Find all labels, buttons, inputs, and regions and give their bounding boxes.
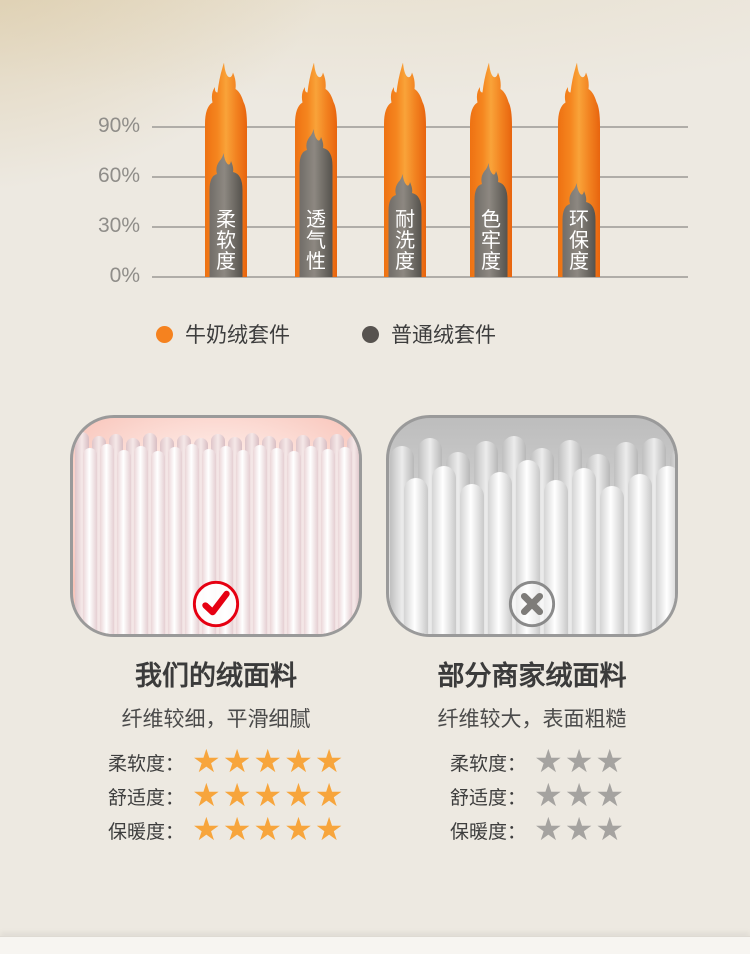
- bar-category-label: 柔软度: [216, 208, 236, 273]
- legend-item-milk-velvet: 牛奶绒套件: [156, 319, 290, 349]
- rating-row: 柔软度： ★★★: [450, 742, 626, 779]
- check-badge: [191, 579, 241, 629]
- rating-row: 保暖度： ★★★★★: [108, 810, 345, 847]
- rating-label: 保暖度：: [108, 821, 185, 843]
- star-icon: ★: [564, 810, 594, 847]
- rating-row: 保暖度： ★★★: [450, 810, 626, 847]
- next-section-strip: [0, 936, 750, 954]
- rating-row: 柔软度： ★★★★★: [108, 742, 345, 779]
- star-icon: ★: [222, 742, 252, 779]
- star-icon: ★: [192, 810, 221, 847]
- bar-category-label: 环保度: [569, 209, 589, 273]
- our-fabric-card: [70, 415, 362, 637]
- regular-velvet-flame: [388, 174, 422, 277]
- star-rating: ★★★: [534, 810, 626, 847]
- star-icon: ★: [595, 742, 625, 779]
- legend-dot-icon: [156, 325, 173, 343]
- flame-bar: 耐洗度: [381, 62, 429, 277]
- bar-category-label: 透气性: [306, 208, 326, 273]
- legend-dot-icon: [362, 325, 379, 343]
- gridline: [152, 276, 688, 278]
- star-rating: ★★★★★: [192, 810, 345, 847]
- regular-velvet-flame: [474, 163, 508, 277]
- star-icon: ★: [564, 776, 594, 813]
- rating-label: 保暖度：: [450, 821, 527, 843]
- flame-bar: 环保度: [555, 62, 603, 277]
- regular-velvet-flame: [562, 183, 596, 277]
- legend-label: 牛奶绒套件: [185, 324, 290, 347]
- star-icon: ★: [284, 810, 313, 847]
- star-icon: ★: [253, 810, 283, 847]
- regular-velvet-flame: [299, 129, 333, 277]
- star-icon: ★: [284, 776, 313, 813]
- other-fabric-subtitle: 纤维较大，表面粗糙: [437, 708, 627, 731]
- chart-legend: 牛奶绒套件 普通绒套件: [156, 319, 496, 349]
- rating-row: 舒适度： ★★★: [450, 776, 626, 813]
- bar-category-label: 色牢度: [481, 208, 501, 273]
- star-icon: ★: [192, 776, 221, 813]
- star-rating: ★★★★★: [192, 776, 345, 813]
- rating-label: 舒适度：: [108, 787, 185, 809]
- rating-row: 舒适度： ★★★★★: [108, 776, 345, 813]
- other-fabric-title: 部分商家绒面料: [437, 661, 627, 691]
- star-icon: ★: [222, 776, 252, 813]
- rating-label: 舒适度：: [450, 787, 527, 809]
- regular-velvet-flame: [209, 153, 243, 277]
- flame-bar: 透气性: [292, 62, 340, 277]
- star-icon: ★: [534, 742, 563, 779]
- star-icon: ★: [595, 776, 625, 813]
- star-icon: ★: [564, 742, 594, 779]
- bar-category-label: 耐洗度: [395, 208, 415, 273]
- star-icon: ★: [253, 776, 283, 813]
- rating-label: 柔软度：: [108, 753, 185, 775]
- star-icon: ★: [222, 810, 252, 847]
- star-rating: ★★★★★: [192, 742, 345, 779]
- star-rating: ★★★: [534, 776, 626, 813]
- star-icon: ★: [534, 810, 563, 847]
- star-icon: ★: [595, 810, 625, 847]
- flame-bar: 色牢度: [467, 62, 515, 277]
- star-icon: ★: [534, 776, 563, 813]
- our-fabric-ratings: 柔软度： ★★★★★ 舒适度： ★★★★★ 保暖度： ★★★★★: [108, 742, 345, 850]
- flame-bar: 柔软度: [202, 62, 250, 277]
- y-axis-label: 90%: [97, 114, 140, 137]
- legend-label: 普通绒套件: [391, 324, 496, 347]
- our-fabric-subtitle: 纤维较细，平滑细腻: [121, 708, 311, 731]
- star-icon: ★: [253, 742, 283, 779]
- star-icon: ★: [314, 742, 344, 779]
- star-icon: ★: [192, 742, 221, 779]
- rating-label: 柔软度：: [450, 753, 527, 775]
- x-icon: [520, 592, 544, 616]
- star-icon: ★: [284, 742, 313, 779]
- y-axis-label: 0%: [109, 264, 140, 287]
- y-axis-label: 60%: [97, 164, 140, 187]
- fine-fiber-illustration: [73, 418, 359, 634]
- star-icon: ★: [314, 810, 344, 847]
- cross-badge: [507, 579, 557, 629]
- check-icon: [202, 590, 230, 616]
- legend-item-regular-velvet: 普通绒套件: [362, 319, 496, 349]
- other-fabric-card: [386, 415, 678, 637]
- star-rating: ★★★: [534, 742, 626, 779]
- our-fabric-title: 我们的绒面料: [135, 661, 297, 691]
- star-icon: ★: [314, 776, 344, 813]
- y-axis-label: 30%: [97, 214, 140, 237]
- other-fabric-ratings: 柔软度： ★★★ 舒适度： ★★★ 保暖度： ★★★: [450, 742, 626, 850]
